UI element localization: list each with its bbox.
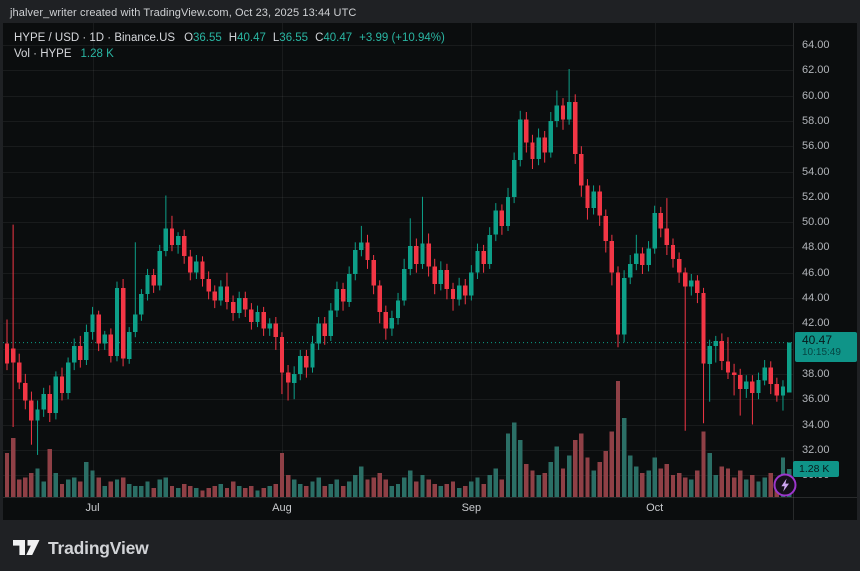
price-tick: 34.00: [802, 418, 830, 431]
price-tick: 64.00: [802, 39, 830, 51]
price-tick: 54.00: [802, 165, 830, 178]
legend-row-symbol: HYPE / USD · 1D · Binance.US O36.55 H40.47…: [14, 30, 445, 46]
candlestick-chart[interactable]: [3, 23, 857, 520]
chart-panel: HYPE / USD · 1D · Binance.US O36.55 H40.47…: [3, 23, 857, 520]
lightning-bolt-icon: [773, 473, 797, 497]
footer: TradingView: [13, 535, 149, 561]
price-tick: 42.00: [802, 317, 830, 330]
attribution-text: jhalver_writer created with TradingView.…: [10, 7, 357, 19]
price-tick: 38.00: [802, 367, 830, 380]
time-tick: Jul: [85, 502, 100, 514]
price-change: +3.99 (+10.94%): [359, 32, 445, 44]
price-tick: 60.00: [802, 89, 830, 102]
time-axis[interactable]: Jul Aug Sep Oct: [3, 497, 793, 520]
time-tick: Sep: [461, 502, 482, 514]
price-badge: 40.47 10:15:49: [795, 332, 857, 362]
price-tick: 50.00: [802, 216, 830, 229]
price-axis[interactable]: 64.00 62.00 60.00 58.00 56.00 54.00 52.00 50.00…: [793, 23, 857, 497]
symbol-title[interactable]: HYPE / USD · 1D · Binance.US: [14, 32, 176, 44]
legend-row-volume: Vol · HYPE 1.28 K: [14, 46, 445, 62]
price-tick: 36.00: [802, 393, 830, 406]
tradingview-logo-icon[interactable]: [13, 538, 40, 558]
price-tick: 46.00: [802, 266, 830, 279]
last-price: 40.47: [802, 333, 833, 347]
time-tick: Aug: [272, 502, 292, 514]
price-tick: 62.00: [802, 64, 830, 77]
tradingview-brand[interactable]: TradingView: [48, 537, 149, 558]
ohlc-high: H40.47: [228, 32, 266, 44]
time-tick: Oct: [646, 502, 664, 514]
volume-study-label[interactable]: Vol · HYPE: [14, 48, 72, 60]
price-tick: 58.00: [802, 114, 830, 127]
lightning-badge[interactable]: [772, 472, 798, 498]
price-tick: 56.00: [802, 140, 830, 153]
ohlc-low: L36.55: [272, 32, 309, 44]
price-tick: 48.00: [802, 241, 830, 254]
ohlc-open: O36.55: [184, 32, 222, 44]
price-tick: 32.00: [802, 443, 830, 456]
volume-value: 1.28 K: [80, 48, 114, 60]
bar-countdown: 10:15:49: [802, 347, 841, 358]
price-tick: 52.00: [802, 190, 830, 203]
legend: HYPE / USD · 1D · Binance.US O36.55 H40.47…: [14, 30, 445, 62]
ohlc-close: C40.47: [315, 32, 353, 44]
price-tick: 44.00: [802, 292, 830, 304]
volume-badge: 1.28 K: [793, 461, 839, 477]
